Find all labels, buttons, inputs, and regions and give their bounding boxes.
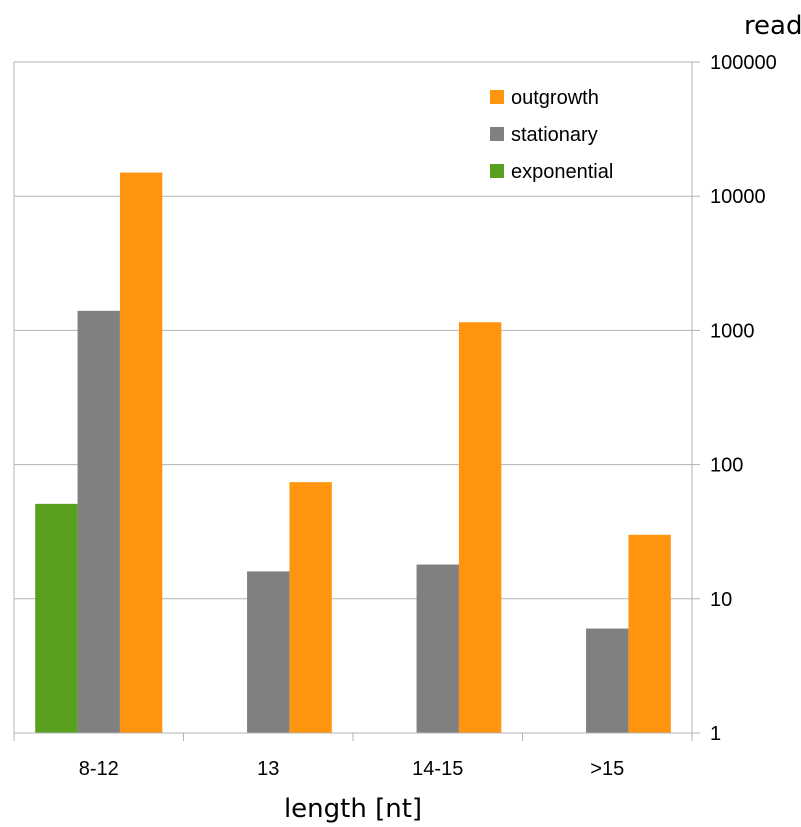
legend-label-exponential: exponential: [511, 161, 613, 183]
bar-stationary-0: [77, 310, 120, 733]
legend-swatch-outgrowth: [490, 90, 504, 104]
axes: [13, 62, 693, 741]
legend-label-outgrowth: outgrowth: [511, 87, 599, 109]
y-tick-label: 100: [710, 455, 743, 477]
y-tick-label: 100000: [710, 52, 777, 74]
legend: outgrowth stationary exponential: [490, 87, 613, 183]
legend-swatch-stationary: [490, 127, 504, 141]
x-tick-label: >15: [590, 758, 624, 780]
x-tick-label: 13: [257, 758, 279, 780]
y-tick-label: 10: [710, 589, 732, 611]
x-tick-labels: 8-12 13 14-15 >15: [79, 758, 624, 780]
x-axis-title: length [nt]: [284, 794, 422, 824]
y-tick-labels: 1 10 100 1000 10000 100000: [710, 52, 777, 745]
y-axis-title: reads: [744, 11, 801, 41]
legend-swatch-exponential: [490, 164, 504, 178]
y-tick-label: 1000: [710, 320, 755, 342]
x-tick-label: 8-12: [79, 758, 119, 780]
bar-outgrowth-0: [119, 172, 163, 734]
bar-outgrowth-3: [628, 534, 671, 733]
bar-stationary-2: [416, 564, 459, 733]
bar-outgrowth-1: [289, 482, 332, 733]
bar-exponential-0: [35, 503, 78, 733]
bar-outgrowth-2: [458, 322, 502, 733]
x-tick-label: 14-15: [412, 758, 463, 780]
y-tick-label: 10000: [710, 186, 766, 208]
bar-stationary-3: [586, 628, 629, 733]
bars: [35, 172, 671, 734]
bar-stationary-1: [247, 571, 290, 733]
y-tick-label: 1: [710, 723, 721, 745]
legend-label-stationary: stationary: [511, 124, 598, 146]
